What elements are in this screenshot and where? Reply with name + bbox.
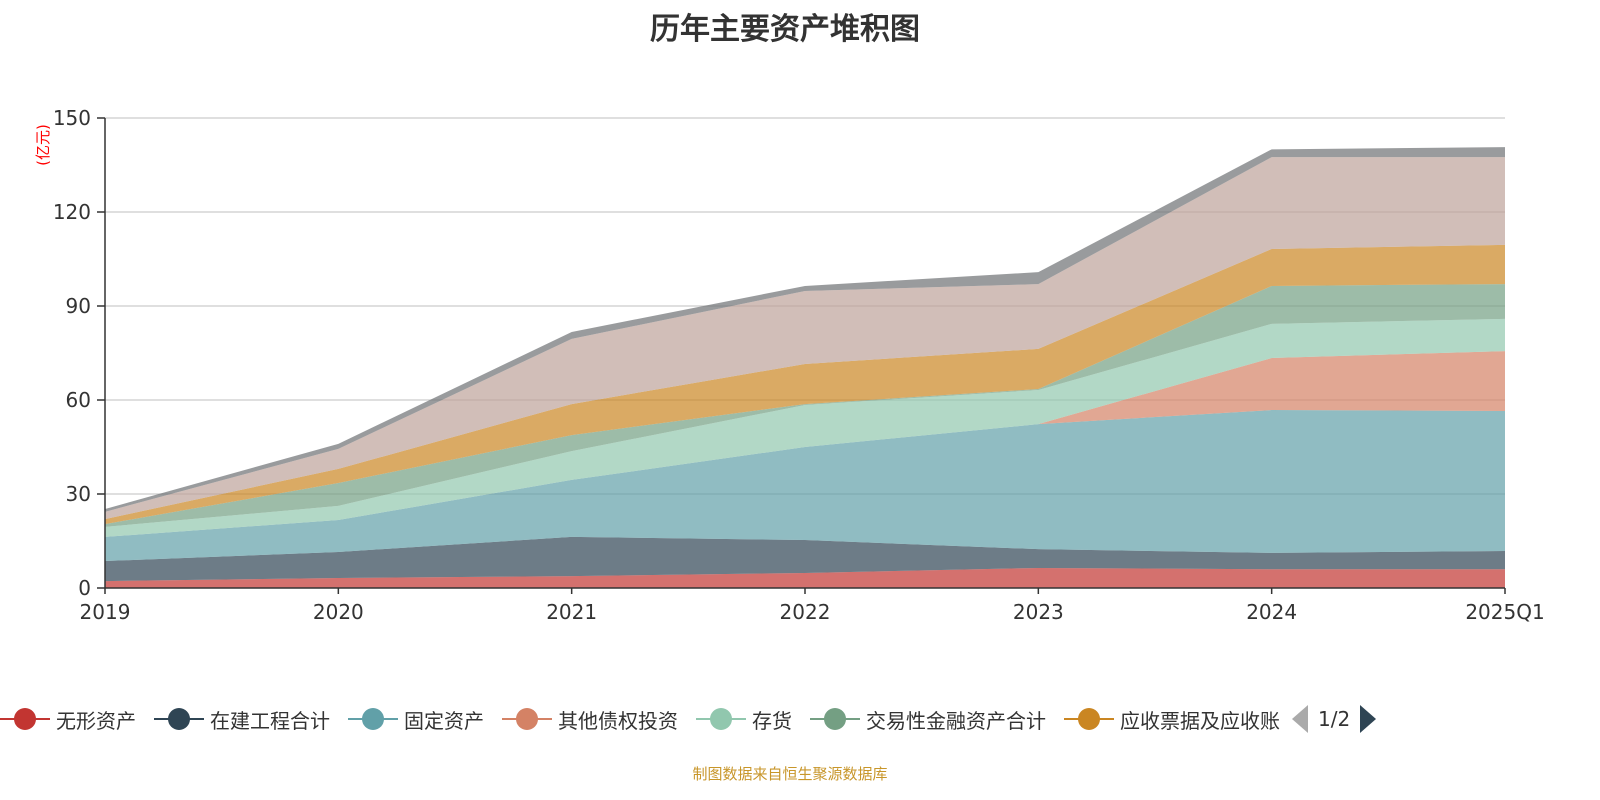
legend-item[interactable]: 存货: [696, 705, 792, 734]
x-tick-label: 2021: [546, 600, 597, 624]
y-tick-label: 0: [78, 576, 91, 600]
y-axis-unit-label: (亿元): [34, 124, 52, 166]
legend-item[interactable]: 交易性金融资产合计: [810, 705, 1046, 734]
legend-next-page-icon[interactable]: [1360, 705, 1377, 733]
x-tick-label: 2025Q1: [1465, 600, 1544, 624]
y-tick-label: 120: [53, 200, 91, 224]
legend-marker-icon: [810, 707, 860, 731]
legend-label: 无形资产: [56, 708, 136, 733]
area-series-4: [105, 318, 1505, 537]
chart-title: 历年主要资产堆积图: [650, 12, 920, 47]
x-tick-label: 2020: [313, 600, 364, 624]
legend-item[interactable]: 其他债权投资: [502, 705, 678, 734]
legend-marker-icon: [348, 707, 398, 731]
legend-label: 在建工程合计: [210, 708, 330, 733]
legend-item[interactable]: 应收票据及应收账: [1064, 705, 1280, 734]
area-series-5: [105, 284, 1505, 527]
legend: 无形资产 在建工程合计 固定资产 其他债权投资 存货 交易性金融资产合计 应收票据及应收账 …: [0, 703, 1377, 735]
area-series-7: [105, 157, 1505, 520]
area-series-2: [105, 410, 1505, 562]
legend-item[interactable]: 在建工程合计: [154, 705, 330, 734]
stacked-area-chart: 0 30 60 90 120 150 2019 2020 2021 2022 2023 2024 202…: [34, 106, 1545, 624]
legend-marker-icon: [502, 707, 552, 731]
legend-prev-page-icon[interactable]: [1292, 705, 1308, 733]
area-series-1: [105, 536, 1505, 582]
legend-label: 其他债权投资: [558, 708, 678, 733]
legend-label: 存货: [752, 708, 792, 733]
legend-marker-icon: [696, 707, 746, 731]
legend-marker-icon: [0, 707, 50, 731]
x-tick-label: 2023: [1013, 600, 1064, 624]
legend-label: 固定资产: [404, 708, 484, 733]
y-tick-label: 90: [66, 294, 91, 318]
legend-marker-icon: [1064, 707, 1114, 731]
y-tick-label: 150: [53, 106, 91, 130]
legend-item[interactable]: 无形资产: [0, 705, 136, 734]
legend-label: 应收票据及应收账: [1120, 708, 1280, 733]
legend-page-info: 1/2: [1318, 707, 1351, 731]
y-tick-label: 60: [66, 388, 91, 412]
legend-item[interactable]: 固定资产: [348, 705, 484, 734]
area-series-6: [105, 244, 1505, 525]
x-tick-label: 2019: [80, 600, 131, 624]
data-source-note: 制图数据来自恒生聚源数据库: [692, 765, 888, 783]
area-series-3: [105, 351, 1505, 537]
area-series-0: [105, 567, 1505, 588]
x-tick-label: 2022: [780, 600, 831, 624]
y-tick-label: 30: [66, 482, 91, 506]
x-tick-label: 2024: [1246, 600, 1297, 624]
legend-pager: 1/2: [1292, 705, 1377, 733]
legend-marker-icon: [154, 707, 204, 731]
legend-label: 交易性金融资产合计: [866, 708, 1046, 733]
